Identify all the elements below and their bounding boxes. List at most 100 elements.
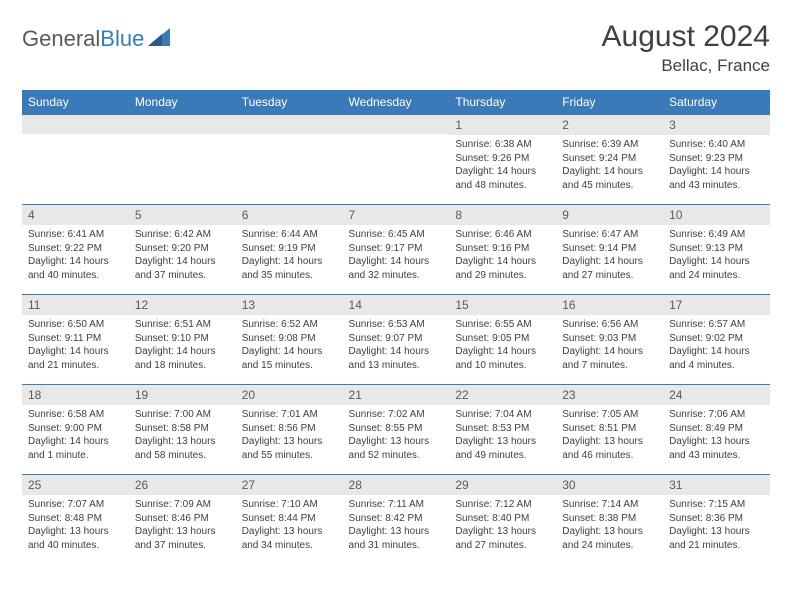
- calendar-cell: 13Sunrise: 6:52 AMSunset: 9:08 PMDayligh…: [236, 295, 343, 385]
- day-details: Sunrise: 7:05 AMSunset: 8:51 PMDaylight:…: [556, 405, 663, 466]
- calendar-cell: 18Sunrise: 6:58 AMSunset: 9:00 PMDayligh…: [22, 385, 129, 475]
- day-details: Sunrise: 6:53 AMSunset: 9:07 PMDaylight:…: [343, 315, 450, 376]
- header: GeneralBlue August 2024 Bellac, France: [22, 20, 770, 76]
- sunrise-text: Sunrise: 6:41 AM: [28, 228, 123, 242]
- calendar-cell: 21Sunrise: 7:02 AMSunset: 8:55 PMDayligh…: [343, 385, 450, 475]
- day-number: 19: [129, 385, 236, 405]
- sunrise-text: Sunrise: 6:58 AM: [28, 408, 123, 422]
- day-details: Sunrise: 7:00 AMSunset: 8:58 PMDaylight:…: [129, 405, 236, 466]
- calendar-row: 11Sunrise: 6:50 AMSunset: 9:11 PMDayligh…: [22, 295, 770, 385]
- calendar-cell: 26Sunrise: 7:09 AMSunset: 8:46 PMDayligh…: [129, 475, 236, 565]
- calendar-cell: [343, 115, 450, 205]
- calendar-cell: 9Sunrise: 6:47 AMSunset: 9:14 PMDaylight…: [556, 205, 663, 295]
- day-number: 21: [343, 385, 450, 405]
- location: Bellac, France: [602, 56, 770, 76]
- day-number: 20: [236, 385, 343, 405]
- daylight-text: Daylight: 14 hours and 4 minutes.: [669, 345, 764, 372]
- calendar-cell: 19Sunrise: 7:00 AMSunset: 8:58 PMDayligh…: [129, 385, 236, 475]
- logo: GeneralBlue: [22, 26, 170, 52]
- day-number: 25: [22, 475, 129, 495]
- weekday-header: Thursday: [449, 90, 556, 115]
- sunrise-text: Sunrise: 6:42 AM: [135, 228, 230, 242]
- calendar-cell: 12Sunrise: 6:51 AMSunset: 9:10 PMDayligh…: [129, 295, 236, 385]
- day-details: Sunrise: 7:15 AMSunset: 8:36 PMDaylight:…: [663, 495, 770, 556]
- calendar-cell: 15Sunrise: 6:55 AMSunset: 9:05 PMDayligh…: [449, 295, 556, 385]
- weekday-header: Saturday: [663, 90, 770, 115]
- day-number: [22, 115, 129, 134]
- daylight-text: Daylight: 13 hours and 46 minutes.: [562, 435, 657, 462]
- sunrise-text: Sunrise: 7:14 AM: [562, 498, 657, 512]
- daylight-text: Daylight: 14 hours and 37 minutes.: [135, 255, 230, 282]
- logo-text: GeneralBlue: [22, 26, 144, 52]
- day-details: Sunrise: 6:45 AMSunset: 9:17 PMDaylight:…: [343, 225, 450, 286]
- sunset-text: Sunset: 9:22 PM: [28, 242, 123, 256]
- day-number: 5: [129, 205, 236, 225]
- day-details: Sunrise: 6:55 AMSunset: 9:05 PMDaylight:…: [449, 315, 556, 376]
- day-details: Sunrise: 6:46 AMSunset: 9:16 PMDaylight:…: [449, 225, 556, 286]
- sunrise-text: Sunrise: 6:56 AM: [562, 318, 657, 332]
- sunset-text: Sunset: 9:11 PM: [28, 332, 123, 346]
- weekday-header: Tuesday: [236, 90, 343, 115]
- daylight-text: Daylight: 13 hours and 40 minutes.: [28, 525, 123, 552]
- sunrise-text: Sunrise: 6:45 AM: [349, 228, 444, 242]
- day-number: 31: [663, 475, 770, 495]
- sunset-text: Sunset: 8:38 PM: [562, 512, 657, 526]
- weekday-header: Sunday: [22, 90, 129, 115]
- day-details: Sunrise: 6:51 AMSunset: 9:10 PMDaylight:…: [129, 315, 236, 376]
- day-details: Sunrise: 6:42 AMSunset: 9:20 PMDaylight:…: [129, 225, 236, 286]
- day-details: Sunrise: 6:44 AMSunset: 9:19 PMDaylight:…: [236, 225, 343, 286]
- sunset-text: Sunset: 8:46 PM: [135, 512, 230, 526]
- calendar-cell: 27Sunrise: 7:10 AMSunset: 8:44 PMDayligh…: [236, 475, 343, 565]
- day-number: [343, 115, 450, 134]
- daylight-text: Daylight: 14 hours and 21 minutes.: [28, 345, 123, 372]
- daylight-text: Daylight: 14 hours and 24 minutes.: [669, 255, 764, 282]
- calendar-cell: 3Sunrise: 6:40 AMSunset: 9:23 PMDaylight…: [663, 115, 770, 205]
- sunset-text: Sunset: 8:42 PM: [349, 512, 444, 526]
- day-details: Sunrise: 7:06 AMSunset: 8:49 PMDaylight:…: [663, 405, 770, 466]
- sunrise-text: Sunrise: 7:09 AM: [135, 498, 230, 512]
- calendar-cell: 2Sunrise: 6:39 AMSunset: 9:24 PMDaylight…: [556, 115, 663, 205]
- daylight-text: Daylight: 14 hours and 29 minutes.: [455, 255, 550, 282]
- day-details: Sunrise: 7:10 AMSunset: 8:44 PMDaylight:…: [236, 495, 343, 556]
- sunrise-text: Sunrise: 6:52 AM: [242, 318, 337, 332]
- calendar-cell: 24Sunrise: 7:06 AMSunset: 8:49 PMDayligh…: [663, 385, 770, 475]
- sunset-text: Sunset: 8:49 PM: [669, 422, 764, 436]
- day-details: Sunrise: 7:01 AMSunset: 8:56 PMDaylight:…: [236, 405, 343, 466]
- day-number: 22: [449, 385, 556, 405]
- daylight-text: Daylight: 13 hours and 21 minutes.: [669, 525, 764, 552]
- calendar-cell: 10Sunrise: 6:49 AMSunset: 9:13 PMDayligh…: [663, 205, 770, 295]
- calendar-cell: 30Sunrise: 7:14 AMSunset: 8:38 PMDayligh…: [556, 475, 663, 565]
- sunrise-text: Sunrise: 6:49 AM: [669, 228, 764, 242]
- calendar-cell: 1Sunrise: 6:38 AMSunset: 9:26 PMDaylight…: [449, 115, 556, 205]
- day-number: 18: [22, 385, 129, 405]
- calendar-cell: 23Sunrise: 7:05 AMSunset: 8:51 PMDayligh…: [556, 385, 663, 475]
- sunset-text: Sunset: 9:08 PM: [242, 332, 337, 346]
- calendar-cell: 22Sunrise: 7:04 AMSunset: 8:53 PMDayligh…: [449, 385, 556, 475]
- daylight-text: Daylight: 14 hours and 32 minutes.: [349, 255, 444, 282]
- day-number: 17: [663, 295, 770, 315]
- day-details: Sunrise: 7:14 AMSunset: 8:38 PMDaylight:…: [556, 495, 663, 556]
- sunset-text: Sunset: 8:48 PM: [28, 512, 123, 526]
- sunset-text: Sunset: 8:55 PM: [349, 422, 444, 436]
- triangle-icon: [148, 28, 170, 51]
- day-details: Sunrise: 6:47 AMSunset: 9:14 PMDaylight:…: [556, 225, 663, 286]
- day-number: 24: [663, 385, 770, 405]
- day-details: Sunrise: 6:40 AMSunset: 9:23 PMDaylight:…: [663, 135, 770, 196]
- day-number: 28: [343, 475, 450, 495]
- sunset-text: Sunset: 9:02 PM: [669, 332, 764, 346]
- day-number: 10: [663, 205, 770, 225]
- day-details: Sunrise: 6:50 AMSunset: 9:11 PMDaylight:…: [22, 315, 129, 376]
- day-details: Sunrise: 6:39 AMSunset: 9:24 PMDaylight:…: [556, 135, 663, 196]
- sunset-text: Sunset: 9:14 PM: [562, 242, 657, 256]
- day-number: 8: [449, 205, 556, 225]
- calendar-cell: 7Sunrise: 6:45 AMSunset: 9:17 PMDaylight…: [343, 205, 450, 295]
- sunset-text: Sunset: 8:36 PM: [669, 512, 764, 526]
- sunset-text: Sunset: 9:23 PM: [669, 152, 764, 166]
- sunrise-text: Sunrise: 7:12 AM: [455, 498, 550, 512]
- sunrise-text: Sunrise: 7:05 AM: [562, 408, 657, 422]
- calendar-cell: 14Sunrise: 6:53 AMSunset: 9:07 PMDayligh…: [343, 295, 450, 385]
- daylight-text: Daylight: 13 hours and 24 minutes.: [562, 525, 657, 552]
- calendar-cell: 25Sunrise: 7:07 AMSunset: 8:48 PMDayligh…: [22, 475, 129, 565]
- sunset-text: Sunset: 9:00 PM: [28, 422, 123, 436]
- calendar-cell: 16Sunrise: 6:56 AMSunset: 9:03 PMDayligh…: [556, 295, 663, 385]
